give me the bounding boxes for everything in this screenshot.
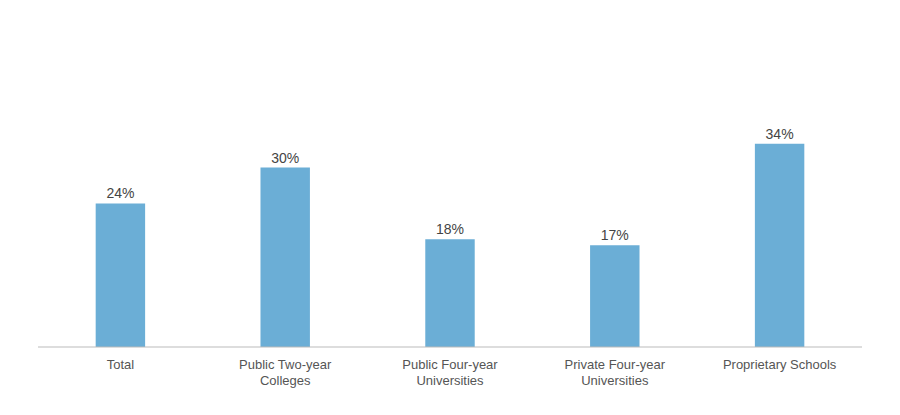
svg-text:Proprietary Schools: Proprietary Schools xyxy=(723,357,837,372)
svg-text:18%: 18% xyxy=(436,221,464,237)
svg-text:34%: 34% xyxy=(766,126,794,142)
svg-text:30%: 30% xyxy=(271,150,299,166)
svg-text:Public Four-yearUniversities: Public Four-yearUniversities xyxy=(402,357,498,388)
svg-text:Public Two-yearColleges: Public Two-yearColleges xyxy=(239,357,332,388)
svg-text:17%: 17% xyxy=(601,227,629,243)
svg-text:Total: Total xyxy=(107,357,135,372)
svg-text:24%: 24% xyxy=(106,185,134,201)
svg-text:Private Four-yearUniversities: Private Four-yearUniversities xyxy=(565,357,666,388)
